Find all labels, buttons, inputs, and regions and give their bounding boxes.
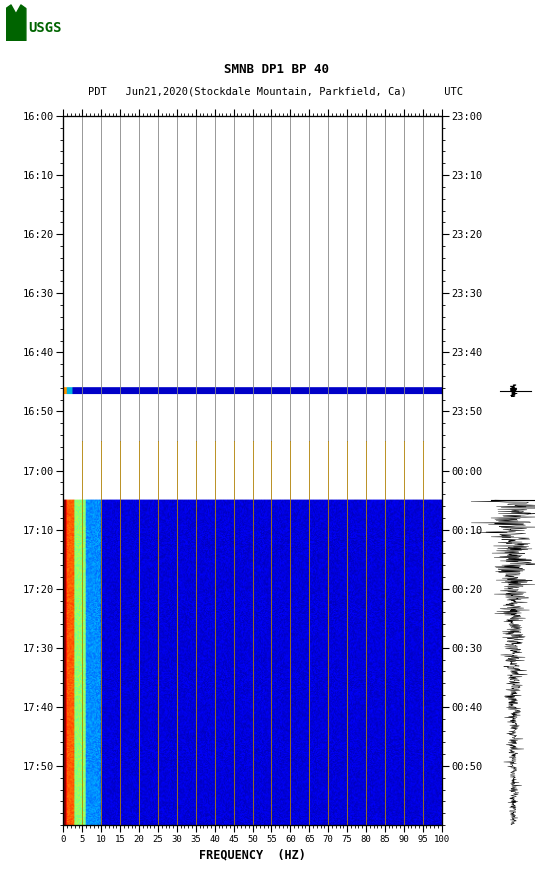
X-axis label: FREQUENCY  (HZ): FREQUENCY (HZ) <box>199 848 306 861</box>
Text: SMNB DP1 BP 40: SMNB DP1 BP 40 <box>224 62 328 76</box>
Text: USGS: USGS <box>28 21 62 35</box>
Text: PDT   Jun21,2020(Stockdale Mountain, Parkfield, Ca)      UTC: PDT Jun21,2020(Stockdale Mountain, Parkf… <box>88 87 464 96</box>
